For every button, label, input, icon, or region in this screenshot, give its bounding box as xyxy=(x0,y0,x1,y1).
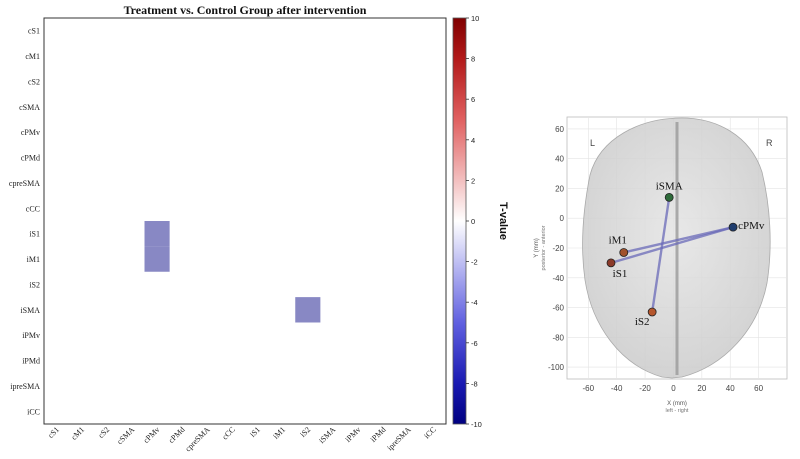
brain-ysublabel: posterior - anterior xyxy=(541,225,547,270)
brain-node-label: iS2 xyxy=(635,316,650,328)
heatmap-col-label: cSMA xyxy=(115,425,136,446)
colorbar-label: T-value xyxy=(497,202,509,240)
heatmap-cell xyxy=(295,297,321,323)
heatmap-cell xyxy=(144,246,170,272)
heatmap-col-label: iPMd xyxy=(369,425,388,444)
colorbar-tick-label: -6 xyxy=(471,339,478,348)
colorbar-tick-label: 2 xyxy=(471,176,475,185)
brain-y-tick-label: 20 xyxy=(555,184,564,193)
brain-y-tick-label: 0 xyxy=(560,214,565,223)
brain-plot: -60 -40 -20 0 20 40 606040200-20-40-60-80-100 … xyxy=(534,116,788,414)
heatmap-col-label: cM1 xyxy=(69,425,86,442)
heatmap-row-label: iCC xyxy=(27,407,40,416)
brain-nodes: iSMA cPMv iM1 iS1 iS2 xyxy=(606,180,765,328)
heatmap-row-label: cPMv xyxy=(21,128,40,137)
hemisphere-right-label: R xyxy=(766,138,773,148)
brain-y-tick-label: -40 xyxy=(552,274,564,283)
heatmap-row-labels: cS1 cM1 cS2 cSMA cPMv cPMd cpreSMA cCC iS1 iM1 iS2… xyxy=(9,27,40,417)
brain-y-tick-label: -60 xyxy=(552,304,564,313)
colorbar-tick-label: -4 xyxy=(471,298,478,307)
brain-edges xyxy=(609,196,735,314)
brain-x-tick-label: -60 xyxy=(583,384,595,393)
brain-node xyxy=(664,192,674,202)
heatmap-col-label: iSMA xyxy=(317,425,337,445)
heatmap-plot-area xyxy=(43,17,447,425)
brain-edge xyxy=(650,196,671,314)
colorbar-tick-label: 0 xyxy=(471,217,475,226)
heatmap-title: Treatment vs. Control Group after interv… xyxy=(124,3,367,17)
colorbar-tick-label: -2 xyxy=(471,258,478,267)
brain-y-tick-label: -20 xyxy=(552,244,564,253)
brain-x-tick-label: 40 xyxy=(726,384,735,393)
brain-y-tick-label: 60 xyxy=(555,125,564,134)
heatmap-row-label: iSMA xyxy=(20,306,40,315)
brain-node-label: iM1 xyxy=(609,234,627,246)
brain-xsublabel: left - right xyxy=(666,408,689,414)
heatmap-row-label: iPMv xyxy=(22,331,40,340)
heatmap-col-label: cpreSMA xyxy=(183,425,212,454)
brain-y-tick-label: -80 xyxy=(552,333,564,342)
brain-x-tick-label: -40 xyxy=(611,384,623,393)
heatmap-row-label: cSMA xyxy=(19,103,40,112)
brain-ylabel: Y (mm) xyxy=(534,238,540,258)
brain-node xyxy=(728,222,738,232)
colorbar-tick-label: 6 xyxy=(471,95,475,104)
heatmap-col-label: cS2 xyxy=(96,425,111,440)
heatmap-col-label: cS1 xyxy=(46,425,61,440)
heatmap-row-label: iPMd xyxy=(22,357,40,366)
heatmap-row-label: cPMd xyxy=(21,154,40,163)
brain-y-tick-label: -100 xyxy=(548,363,565,372)
heatmap-row-label: cCC xyxy=(26,204,40,213)
heatmap-row-label: iS1 xyxy=(29,230,40,239)
heatmap-col-label: iPMv xyxy=(344,425,363,444)
heatmap-chart: Treatment vs. Control Group after interv… xyxy=(9,3,447,454)
brain-x-tick-label: 60 xyxy=(754,384,763,393)
colorbar-gradient xyxy=(452,17,467,425)
heatmap-row-label: cpreSMA xyxy=(9,179,40,188)
brain-node xyxy=(606,258,616,268)
brain-node-label: iS1 xyxy=(613,268,628,280)
heatmap-row-label: ipreSMA xyxy=(10,382,40,391)
heatmap-col-label: ipreSMA xyxy=(385,425,413,453)
heatmap-col-label: cCC xyxy=(220,425,236,441)
heatmap-row-label: iM1 xyxy=(27,255,40,264)
colorbar-ticks: 10 8 6 4 2 0 -2 -4 -6 -8 -10 xyxy=(466,14,482,429)
hemisphere-left-label: L xyxy=(590,138,595,148)
colorbar-tick-label: 4 xyxy=(471,136,475,145)
colorbar-tick-label: 10 xyxy=(471,14,479,23)
heatmap-row-label: cM1 xyxy=(25,52,40,61)
heatmap-col-label: cPMd xyxy=(167,425,187,445)
brain-x-tick-label: 0 xyxy=(671,384,676,393)
brain-node xyxy=(619,248,629,257)
heatmap-row-label: iS2 xyxy=(29,280,40,289)
heatmap-col-label: iS1 xyxy=(248,425,262,439)
colorbar-tick-label: -8 xyxy=(471,379,478,388)
brain-node xyxy=(647,307,657,317)
heatmap-col-label: iM1 xyxy=(271,425,287,441)
heatmap-cells xyxy=(144,221,321,323)
brain-edge xyxy=(622,225,735,254)
brain-y-tick-label: 40 xyxy=(555,155,564,164)
colorbar-tick-label: 8 xyxy=(471,55,475,64)
colorbar-tick-label: -10 xyxy=(471,420,482,429)
heatmap-col-label: iS2 xyxy=(298,425,312,439)
brain-x-tick-label: -20 xyxy=(639,384,651,393)
brain-x-tick-label: 20 xyxy=(697,384,706,393)
colorbar: 10 8 6 4 2 0 -2 -4 -6 -8 -10 T-value xyxy=(452,14,509,429)
brain-node-label: iSMA xyxy=(656,180,683,192)
brain-edge xyxy=(609,225,735,265)
heatmap-col-label: cPMv xyxy=(142,425,162,445)
brain-xlabel: X (mm) xyxy=(667,401,687,407)
heatmap-row-label: cS2 xyxy=(28,77,40,86)
heatmap-cell xyxy=(144,221,170,247)
heatmap-row-label: cS1 xyxy=(28,27,40,36)
heatmap-col-label: iCC xyxy=(422,425,437,440)
brain-axis-ticks: -60 -40 -20 0 20 40 60 60 40 20 0 -20 -40 -60 -80 -100 xyxy=(548,125,764,393)
brain-node-label: cPMv xyxy=(738,220,765,232)
